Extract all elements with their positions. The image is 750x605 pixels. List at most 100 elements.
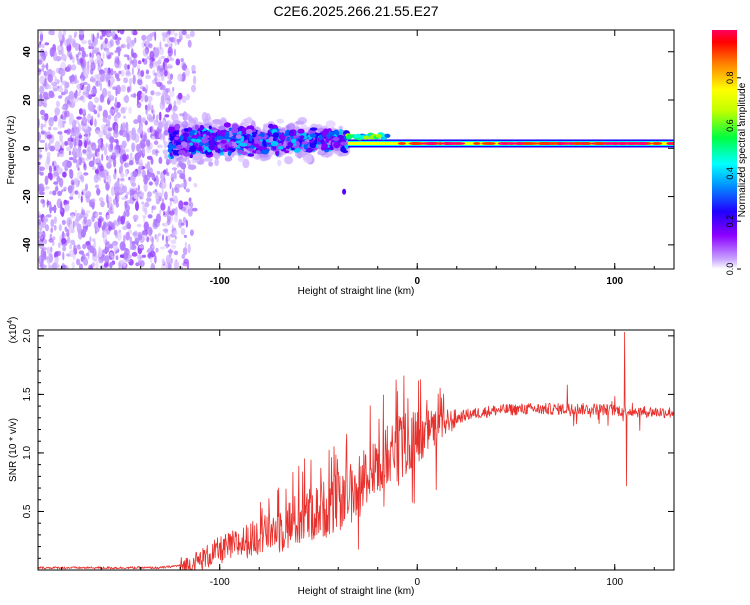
noise-blob	[54, 107, 60, 116]
noise-blob	[120, 163, 124, 174]
outlier-blob	[342, 188, 347, 195]
noise-blob	[77, 139, 83, 147]
noise-blob	[41, 221, 47, 228]
noise-blob	[85, 183, 88, 191]
noise-blob	[90, 148, 93, 156]
transition-blob	[217, 144, 222, 149]
noise-blob	[141, 230, 147, 236]
noise-blob	[120, 106, 126, 114]
noise-blob	[126, 191, 131, 195]
noise-blob	[131, 252, 138, 257]
noise-blob	[64, 39, 71, 47]
noise-blob	[146, 95, 153, 102]
noise-blob	[50, 218, 55, 228]
noise-blob	[52, 161, 55, 167]
noise-blob	[110, 142, 114, 151]
noise-blob	[133, 119, 139, 125]
noise-blob	[182, 247, 188, 256]
noise-blob	[191, 64, 196, 73]
transition-blob	[195, 138, 202, 143]
noise-blob	[183, 177, 186, 182]
noise-blob	[157, 144, 163, 149]
noise-blob	[132, 214, 139, 221]
snr-xtick-label: 100	[606, 577, 623, 588]
transition-halo	[191, 154, 201, 161]
noise-blob	[48, 116, 54, 127]
noise-blob	[180, 227, 186, 235]
noise-blob	[72, 158, 78, 164]
noise-blob	[106, 162, 112, 169]
noise-blob	[130, 30, 134, 34]
transition-blob	[172, 149, 178, 156]
noise-blob	[43, 91, 49, 99]
noise-blob	[120, 44, 125, 48]
noise-blob	[177, 92, 183, 100]
noise-blob	[55, 100, 61, 108]
noise-blob	[44, 186, 50, 190]
transition-blob	[339, 128, 343, 134]
noise-blob	[129, 243, 132, 251]
noise-blob	[109, 136, 115, 144]
noise-blob	[107, 127, 113, 132]
transition-blob	[252, 134, 256, 138]
noise-blob	[72, 220, 75, 229]
noise-blob	[164, 114, 170, 118]
transition-halo	[184, 113, 191, 120]
snr-xlabel: Height of straight line (km)	[298, 586, 415, 597]
transition-blob	[204, 135, 210, 139]
noise-blob	[172, 230, 178, 236]
transition-blob	[255, 135, 263, 140]
transition-blob	[174, 136, 179, 140]
snr-ylabel: SNR (10 * v/v)	[8, 418, 19, 482]
noise-blob	[166, 215, 171, 221]
noise-blob	[53, 172, 60, 177]
noise-blob	[162, 32, 166, 42]
noise-blob	[39, 48, 45, 58]
noise-blob	[164, 154, 169, 160]
noise-blob	[183, 234, 187, 238]
noise-blob	[74, 218, 79, 227]
noise-blob	[193, 182, 198, 188]
noise-blob	[45, 62, 49, 71]
noise-blob	[107, 114, 112, 120]
noise-blob	[61, 264, 67, 269]
noise-blob	[47, 73, 53, 83]
transition-halo	[338, 125, 344, 130]
spectrogram-ylabel: Frequency (Hz)	[6, 116, 17, 185]
noise-blob	[81, 191, 84, 196]
noise-blob	[178, 218, 183, 229]
noise-blob	[52, 236, 56, 240]
noise-blob	[67, 64, 72, 72]
noise-blob	[51, 206, 57, 211]
noise-blob	[100, 124, 107, 131]
noise-blob	[42, 264, 47, 269]
transition-blob	[223, 122, 231, 128]
transition-halo	[286, 123, 296, 130]
spectrogram-ytick-label: 40	[22, 46, 33, 58]
noise-blob	[101, 153, 104, 161]
carrier-peak	[536, 142, 548, 145]
transition-blob	[239, 142, 248, 147]
carrier-peak	[397, 142, 406, 145]
noise-blob	[81, 40, 88, 45]
noise-blob	[181, 95, 187, 104]
noise-blob	[65, 200, 70, 205]
noise-blob	[158, 111, 162, 122]
noise-blob	[86, 190, 92, 198]
noise-blob	[189, 201, 194, 209]
noise-blob	[74, 190, 79, 195]
noise-blob	[48, 30, 54, 36]
noise-blob	[60, 68, 66, 77]
noise-blob	[75, 245, 78, 249]
noise-blob	[38, 69, 42, 73]
noise-blob	[155, 148, 159, 157]
noise-blob	[57, 152, 60, 158]
noise-blob	[43, 113, 49, 122]
noise-blob	[54, 140, 61, 151]
noise-blob	[91, 200, 95, 210]
noise-blob	[130, 39, 136, 45]
noise-blob	[90, 89, 94, 95]
noise-blob	[91, 52, 94, 59]
noise-blob	[113, 245, 119, 251]
noise-blob	[82, 91, 88, 96]
